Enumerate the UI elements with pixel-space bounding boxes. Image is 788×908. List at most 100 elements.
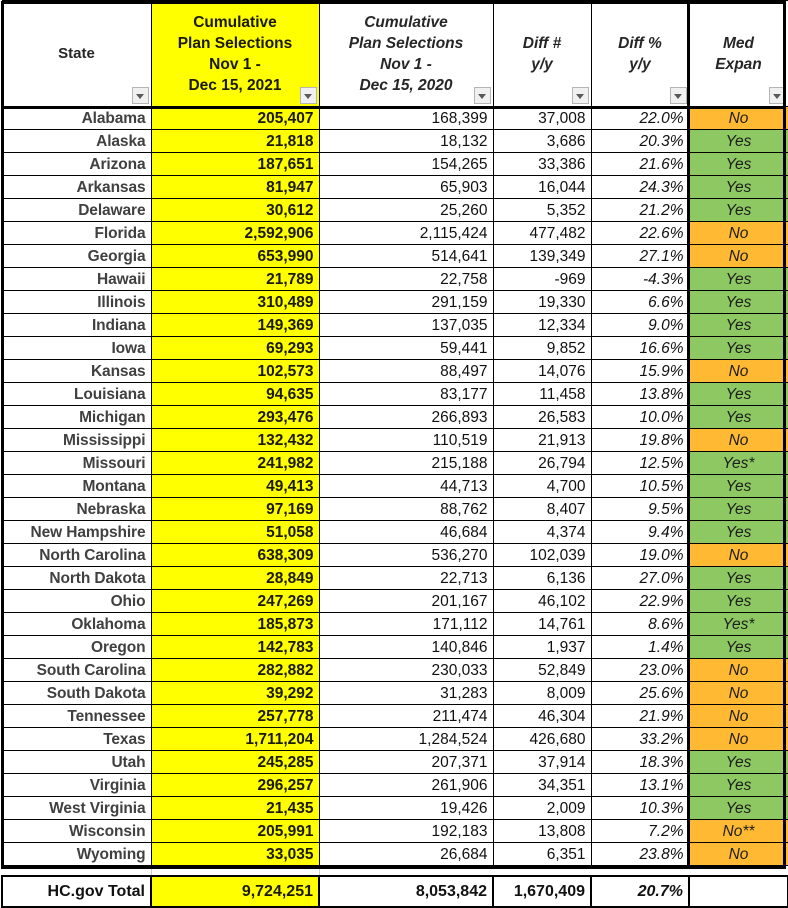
cell-cumulative-2021: 1,711,204 — [150, 727, 320, 751]
table-row: North Dakota 28,849 22,713 6,136 27.0% Yes — [1, 566, 788, 590]
cell-cumulative-2021: 653,990 — [150, 244, 320, 268]
column-header-state: State — [1, 0, 152, 107]
cell-cumulative-2020: 59,441 — [318, 336, 494, 360]
cell-state: South Dakota — [1, 681, 152, 705]
frame-border-left — [1, 1, 4, 869]
cell-state: Delaware — [1, 198, 152, 222]
table-row: Oregon 142,783 140,846 1,937 1.4% Yes — [1, 635, 788, 659]
cell-diff-number: 37,914 — [492, 750, 592, 774]
cell-cumulative-2021: 94,635 — [150, 382, 320, 406]
cell-cumulative-2020: 44,713 — [318, 474, 494, 498]
cell-cumulative-2021: 69,293 — [150, 336, 320, 360]
table-row: Hawaii 21,789 22,758 -969 -4.3% Yes — [1, 267, 788, 291]
table-row: Arizona 187,651 154,265 33,386 21.6% Yes — [1, 152, 788, 176]
cell-state: Arizona — [1, 152, 152, 176]
total-cumulative-2021: 9,724,251 — [150, 875, 320, 908]
cell-diff-percent: 22.0% — [590, 106, 690, 130]
filter-dropdown-icon-cumulative-2021[interactable] — [299, 87, 317, 104]
cell-diff-number: 5,352 — [492, 198, 592, 222]
cell-state: Tennessee — [1, 704, 152, 728]
cell-diff-percent: 21.2% — [590, 198, 690, 222]
cell-cumulative-2020: 201,167 — [318, 589, 494, 613]
cell-diff-percent: -4.3% — [590, 267, 690, 291]
cell-diff-percent: 1.4% — [590, 635, 690, 659]
cell-diff-percent: 13.1% — [590, 773, 690, 797]
cell-med-expan: Yes — [688, 497, 788, 521]
cell-diff-percent: 21.9% — [590, 704, 690, 728]
cell-diff-number: 1,937 — [492, 635, 592, 659]
cell-diff-number: 11,458 — [492, 382, 592, 406]
cell-cumulative-2020: 207,371 — [318, 750, 494, 774]
cell-diff-number: 26,583 — [492, 405, 592, 429]
cell-state: Missouri — [1, 451, 152, 475]
cell-cumulative-2021: 187,651 — [150, 152, 320, 176]
column-header-diff-number: Diff # y/y — [492, 0, 592, 107]
header-line: y/y — [531, 55, 553, 73]
filter-dropdown-icon-cumulative-2020[interactable] — [473, 87, 491, 104]
cell-diff-number: 46,304 — [492, 704, 592, 728]
filter-dropdown-icon-diff-number[interactable] — [571, 87, 589, 104]
cell-med-expan: No — [688, 221, 788, 245]
cell-diff-percent: 19.8% — [590, 428, 690, 452]
cell-med-expan: No — [688, 106, 788, 130]
filter-dropdown-icon-diff-percent[interactable] — [669, 87, 687, 104]
cell-med-expan: Yes — [688, 520, 788, 544]
cell-cumulative-2020: 291,159 — [318, 290, 494, 314]
filter-dropdown-icon-state[interactable] — [131, 87, 149, 104]
table-row: Wisconsin 205,991 192,183 13,808 7.2% No** — [1, 819, 788, 843]
header-line: Dec 15, 2021 — [188, 76, 282, 94]
cell-cumulative-2021: 296,257 — [150, 773, 320, 797]
total-diff-percent: 20.7% — [590, 875, 690, 908]
cell-cumulative-2020: 83,177 — [318, 382, 494, 406]
total-row: HC.gov Total 9,724,251 8,053,842 1,670,4… — [1, 875, 788, 908]
header-line: Plan Selections — [177, 34, 293, 52]
header-line: Cumulative — [193, 13, 277, 31]
table-row: Michigan 293,476 266,893 26,583 10.0% Yes — [1, 405, 788, 429]
cell-diff-percent: 10.3% — [590, 796, 690, 820]
cell-cumulative-2021: 81,947 — [150, 175, 320, 199]
cell-state: West Virginia — [1, 796, 152, 820]
cell-med-expan: Yes* — [688, 612, 788, 636]
cell-diff-percent: 10.0% — [590, 405, 690, 429]
column-header-diff-percent: Diff % y/y — [590, 0, 690, 107]
cell-cumulative-2020: 19,426 — [318, 796, 494, 820]
cell-cumulative-2020: 230,033 — [318, 658, 494, 682]
header-line: Cumulative — [364, 13, 448, 31]
cell-cumulative-2020: 514,641 — [318, 244, 494, 268]
cell-cumulative-2020: 1,284,524 — [318, 727, 494, 751]
table-row: Georgia 653,990 514,641 139,349 27.1% No — [1, 244, 788, 268]
cell-cumulative-2020: 26,684 — [318, 842, 494, 866]
table-row: Oklahoma 185,873 171,112 14,761 8.6% Yes* — [1, 612, 788, 636]
footer-spacer-row — [2, 865, 788, 876]
table-row: Illinois 310,489 291,159 19,330 6.6% Yes — [1, 290, 788, 314]
cell-med-expan: No — [688, 727, 788, 751]
cell-state: Wisconsin — [1, 819, 152, 843]
header-line: Dec 15, 2020 — [359, 76, 453, 94]
cell-diff-number: -969 — [492, 267, 592, 291]
cell-state: New Hampshire — [1, 520, 152, 544]
table-row: Texas 1,711,204 1,284,524 426,680 33.2% No — [1, 727, 788, 751]
cell-state: Arkansas — [1, 175, 152, 199]
spacer-cell — [591, 865, 689, 876]
med-expan-separator — [687, 1, 689, 869]
total-med-expan — [688, 875, 788, 908]
cell-cumulative-2021: 282,882 — [150, 658, 320, 682]
cell-med-expan: Yes — [688, 152, 788, 176]
cell-diff-percent: 27.1% — [590, 244, 690, 268]
cell-cumulative-2020: 18,132 — [318, 129, 494, 153]
header-line: Nov 1 - — [380, 55, 432, 73]
cell-cumulative-2021: 21,789 — [150, 267, 320, 291]
table-row: South Dakota 39,292 31,283 8,009 25.6% No — [1, 681, 788, 705]
cell-med-expan: Yes — [688, 313, 788, 337]
cell-diff-number: 139,349 — [492, 244, 592, 268]
cell-diff-percent: 22.6% — [590, 221, 690, 245]
cell-diff-percent: 13.8% — [590, 382, 690, 406]
cell-med-expan: Yes — [688, 198, 788, 222]
cell-diff-number: 6,351 — [492, 842, 592, 866]
cell-cumulative-2020: 88,762 — [318, 497, 494, 521]
column-header-cumulative-2021: Cumulative Plan Selections Nov 1 - Dec 1… — [150, 0, 320, 107]
cell-cumulative-2021: 39,292 — [150, 681, 320, 705]
cell-diff-number: 37,008 — [492, 106, 592, 130]
cell-cumulative-2021: 142,783 — [150, 635, 320, 659]
cell-diff-percent: 8.6% — [590, 612, 690, 636]
